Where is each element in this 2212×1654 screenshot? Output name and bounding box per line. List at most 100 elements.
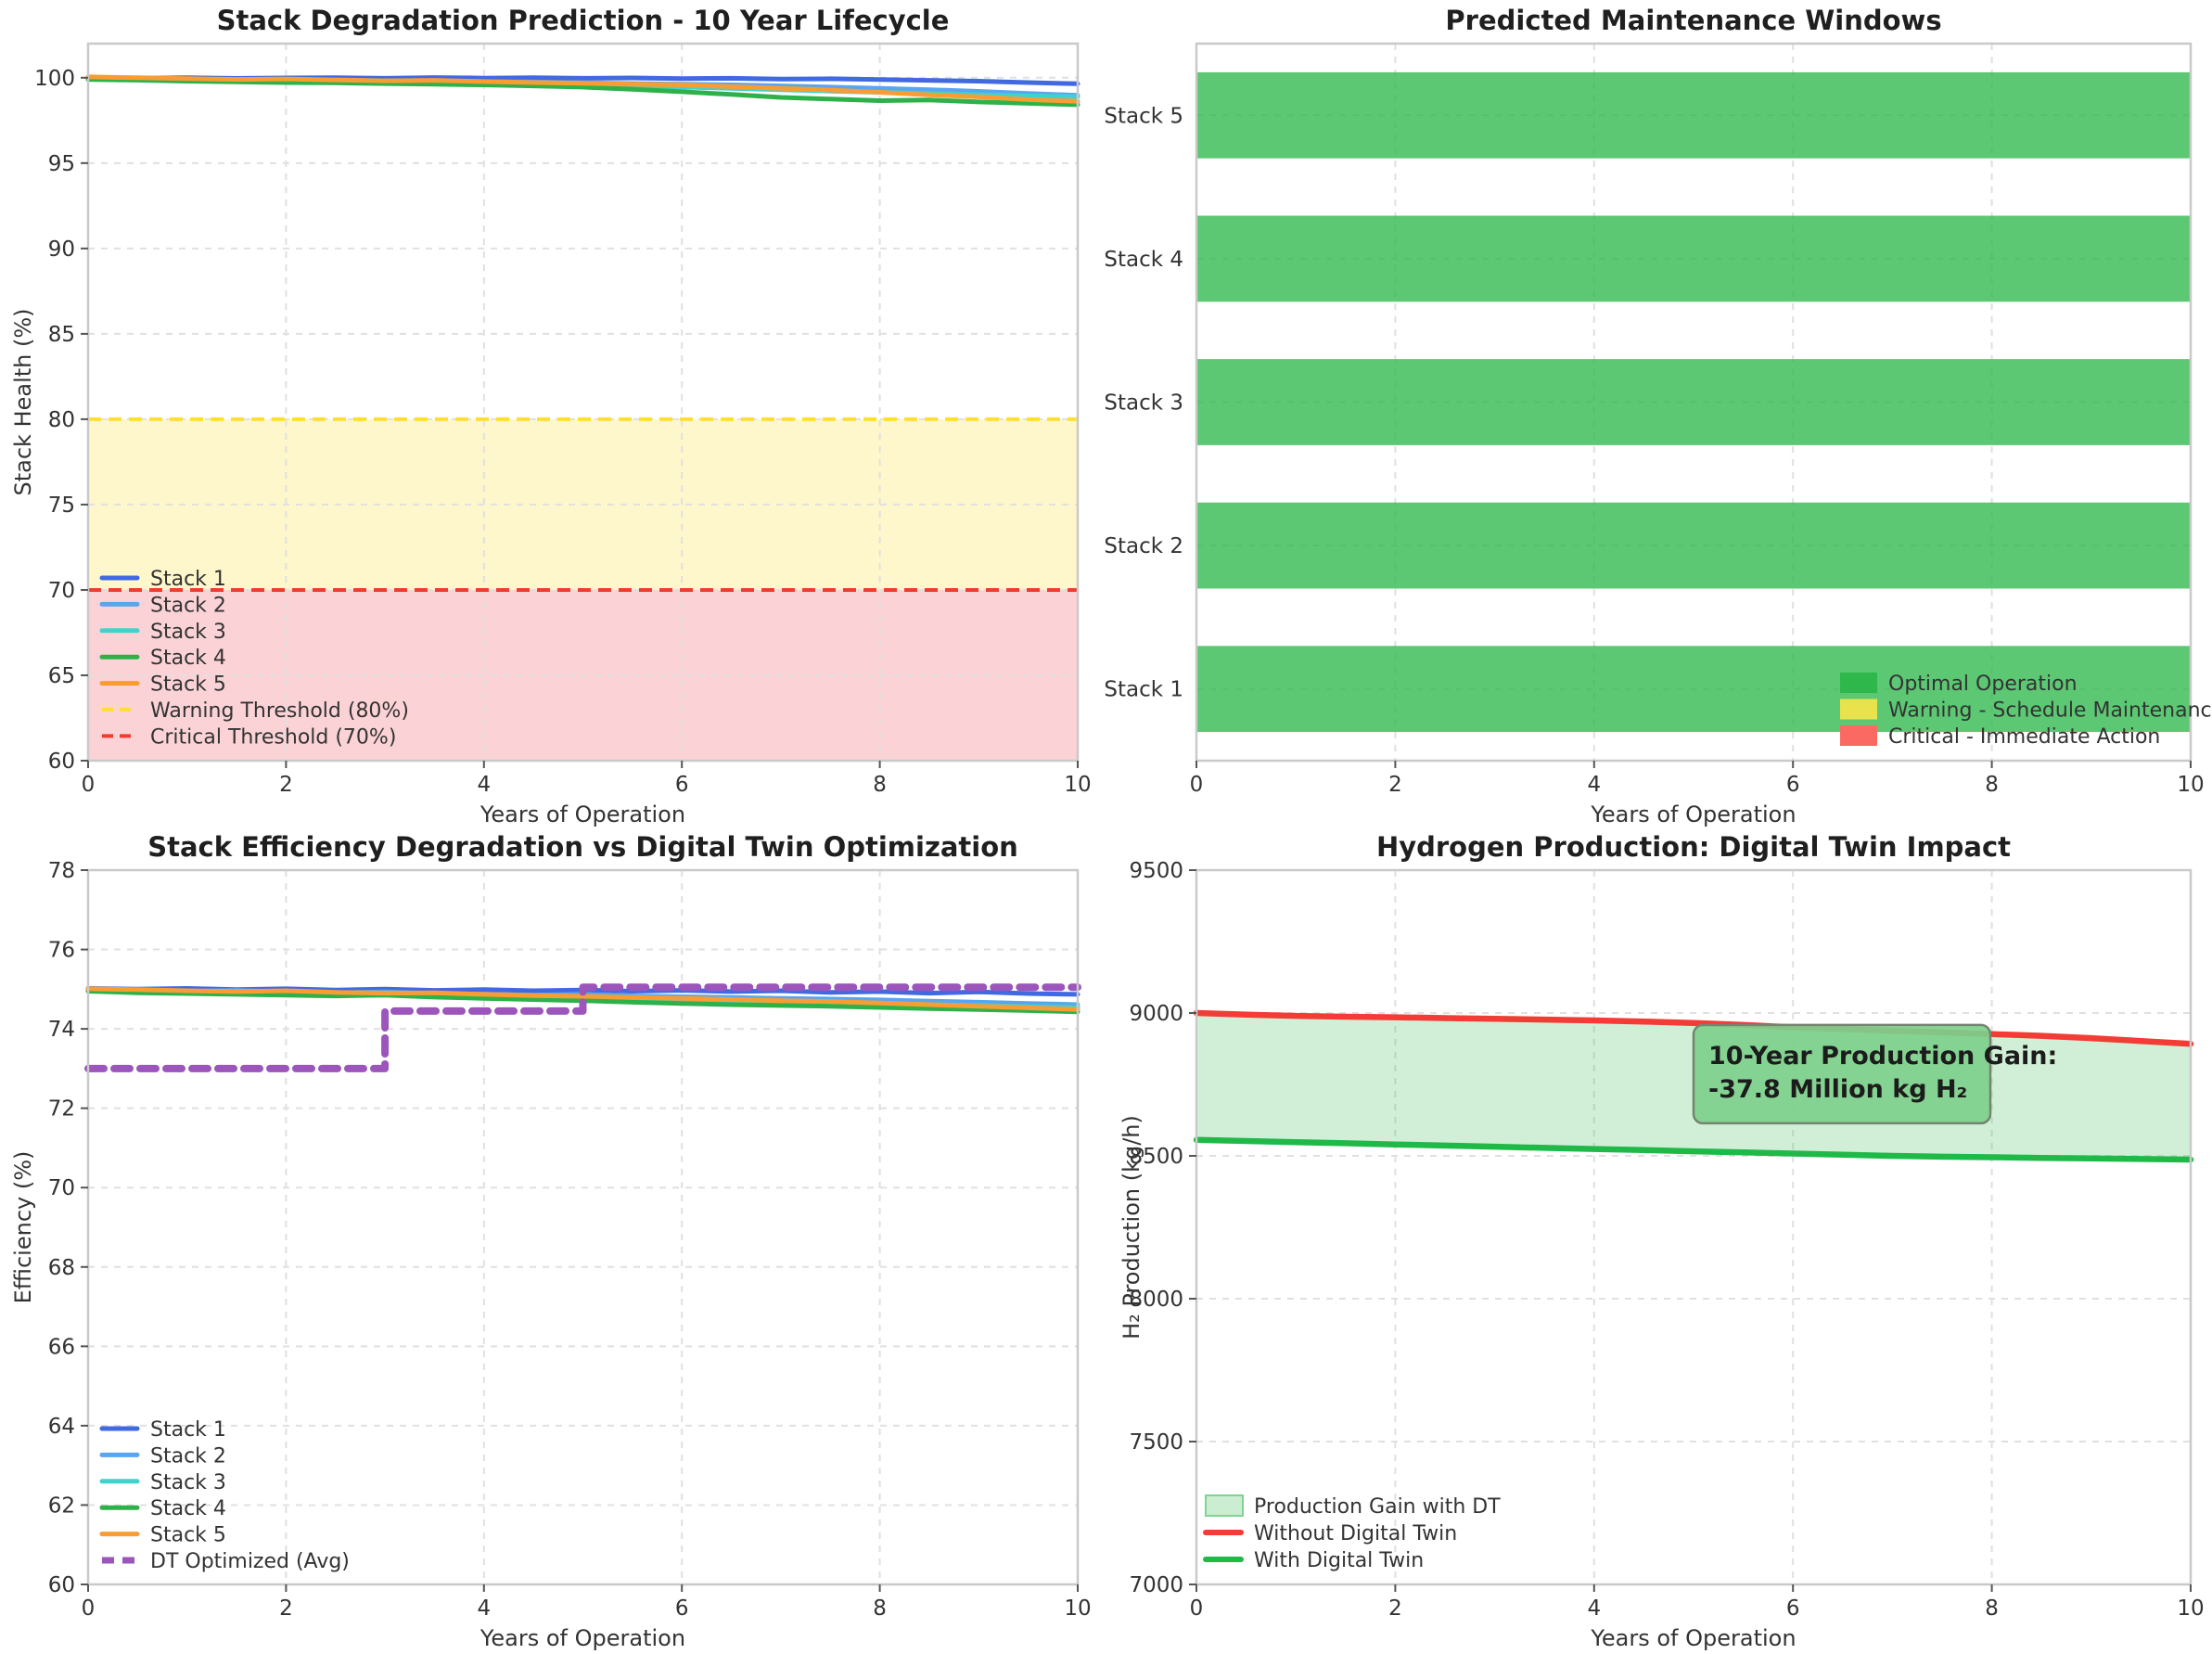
y-axis-label: Stack Health (%) [10,308,36,495]
y-tick-label: 9000 [1129,1002,1183,1026]
legend-label: Stack 2 [150,1444,226,1468]
x-tick-label: 6 [675,1596,689,1621]
x-tick-label: 8 [873,773,887,797]
legend-label: Stack 4 [150,1497,226,1520]
y-axis-label: H₂ Production (kg/h) [1119,1115,1144,1340]
maintenance-bar [1196,71,2191,159]
series-stack-5 [85,74,1080,104]
x-axis-label: Years of Operation [479,1625,685,1651]
x-tick-label: 2 [1388,773,1402,797]
legend-label: With Digital Twin [1254,1549,1424,1572]
legend-label: Stack 1 [150,1418,226,1442]
y-category-label: Stack 3 [1104,391,1183,416]
chart-title: Predicted Maintenance Windows [1445,5,1941,36]
x-tick-label: 8 [1985,1596,1999,1621]
chart-title: Stack Efficiency Degradation vs Digital … [147,831,1018,863]
y-tick-label: 8000 [1129,1288,1183,1312]
y-tick-label: 72 [48,1097,75,1122]
annotation-text: -37.8 Million kg H₂ [1708,1075,1967,1104]
maintenance-bar [1196,215,2191,302]
plot-border [86,868,1080,1586]
maintenance-bar [1196,359,2191,445]
legend-label: Production Gain with DT [1254,1495,1501,1519]
series-without-digital-twin [1193,1009,2194,1047]
plot-border [1195,868,2193,1586]
y-category-label: Stack 4 [1104,248,1183,272]
x-tick-label: 10 [2177,1596,2204,1621]
y-tick-label: 95 [48,152,75,176]
legend-label: Critical - Immediate Action [1888,725,2160,749]
legend-label: Optimal Operation [1888,673,2078,696]
legend-label: DT Optimized (Avg) [150,1550,350,1573]
y-tick-label: 9500 [1129,859,1183,883]
legend-patch-swatch [1840,673,1877,693]
x-tick-label: 8 [1985,773,1999,797]
y-tick-label: 100 [34,67,75,91]
x-axis-label: Years of Operation [1590,801,1796,827]
y-tick-label: 80 [48,408,75,432]
legend-label: Stack 5 [150,1524,226,1547]
y-tick-label: 70 [48,579,75,603]
y-tick-label: 76 [48,939,75,963]
maintenance-bar [1196,502,2191,589]
x-tick-label: 6 [675,773,689,797]
y-tick-label: 64 [48,1415,75,1439]
legend-label: Stack 1 [150,568,226,591]
y-category-label: Stack 1 [1104,678,1183,702]
y-tick-label: 60 [48,750,75,774]
legend-label: Stack 3 [150,621,226,644]
y-tick-label: 85 [48,323,75,347]
legend-area-swatch [1205,1494,1244,1517]
y-tick-label: 62 [48,1494,75,1518]
plot-border [86,42,1080,763]
y-tick-label: 7500 [1129,1430,1183,1455]
x-tick-label: 10 [1064,1596,1091,1621]
plot-border [1195,42,2193,763]
y-tick-label: 70 [48,1176,75,1200]
x-tick-label: 2 [279,773,293,797]
y-tick-label: 78 [48,859,75,883]
series-with-digital-twin [1193,1136,2194,1163]
y-tick-label: 68 [48,1256,75,1280]
x-tick-label: 0 [1190,773,1204,797]
x-tick-label: 4 [1587,773,1601,797]
y-tick-label: 90 [48,237,75,262]
x-tick-label: 8 [873,1596,887,1621]
y-axis-label: Efficiency (%) [10,1151,36,1304]
legend-patch-swatch [1840,699,1877,720]
x-axis-label: Years of Operation [1590,1625,1796,1651]
x-tick-label: 0 [1190,1596,1204,1621]
x-tick-label: 10 [1064,773,1091,797]
y-tick-label: 66 [48,1335,75,1359]
maintenance-bar [1196,646,2191,733]
annotation-box [1692,1023,1992,1125]
y-tick-label: 7000 [1129,1573,1183,1597]
x-tick-label: 6 [1786,773,1800,797]
y-tick-label: 8500 [1129,1145,1183,1169]
chart-title: Stack Degradation Prediction - 10 Year L… [217,5,950,36]
x-tick-label: 0 [82,1596,96,1621]
series-stack-5 [85,986,1080,1012]
legend-patch-swatch [1840,725,1877,746]
y-tick-label: 75 [48,494,75,518]
legend-label: Stack 3 [150,1471,226,1494]
series-stack-4 [85,77,1080,108]
legend-label: Warning - Schedule Maintenance [1888,699,2212,723]
y-category-label: Stack 2 [1104,534,1183,558]
legend-label: Without Digital Twin [1254,1522,1457,1545]
x-axis-label: Years of Operation [479,801,685,827]
y-category-label: Stack 5 [1104,104,1183,128]
x-tick-label: 2 [1388,1596,1402,1621]
legend-label: Warning Threshold (80%) [150,699,409,723]
y-tick-label: 65 [48,664,75,688]
x-tick-label: 0 [82,773,96,797]
x-tick-label: 6 [1786,1596,1800,1621]
legend-label: Stack 5 [150,673,226,697]
chart-title: Hydrogen Production: Digital Twin Impact [1376,831,2011,863]
y-tick-label: 74 [48,1018,75,1042]
legend-label: Stack 2 [150,594,226,617]
series-dt-optimized-avg- [84,983,1081,1072]
legend-label: Critical Threshold (70%) [150,725,396,749]
